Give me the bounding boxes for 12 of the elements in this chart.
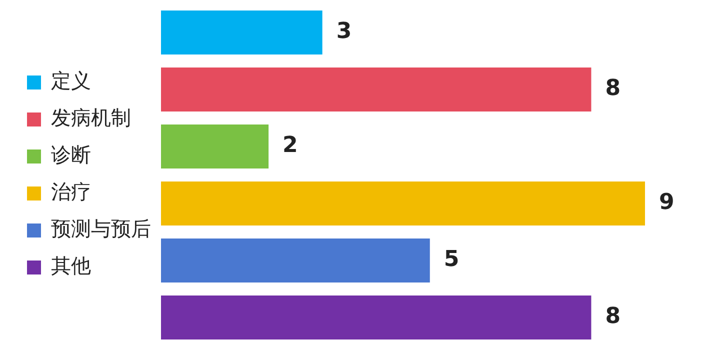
data-label: 3 bbox=[336, 19, 352, 44]
legend-label: 其他 bbox=[51, 254, 91, 278]
data-label: 9 bbox=[659, 190, 674, 216]
legend-label: 预测与预后 bbox=[51, 216, 151, 241]
data-label: 8 bbox=[605, 76, 621, 102]
legend-label: 诊断 bbox=[51, 142, 91, 167]
data-label: 5 bbox=[444, 247, 460, 272]
legend-label: 定义 bbox=[51, 68, 91, 93]
data-label: 8 bbox=[605, 304, 621, 330]
data-label: 2 bbox=[282, 133, 298, 158]
legend-label: 治疗 bbox=[51, 180, 91, 204]
legend-label: 发病机制 bbox=[51, 106, 131, 130]
